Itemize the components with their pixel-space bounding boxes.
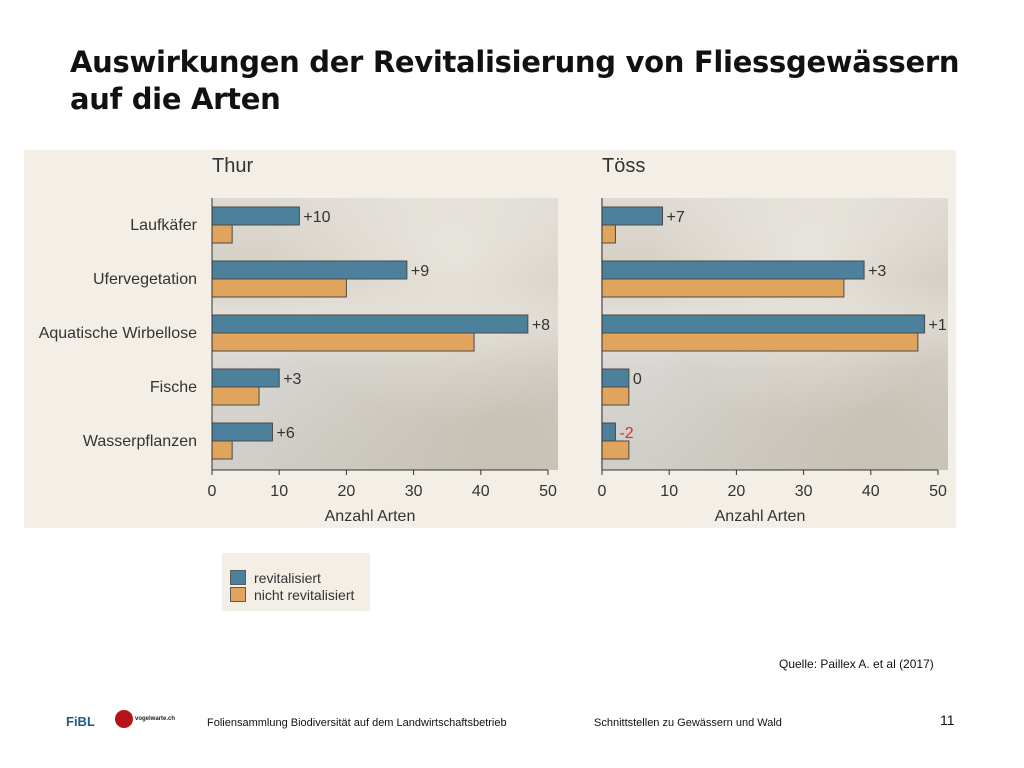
data-label-thur-ufervegetation: +9 (411, 263, 429, 280)
x-tick-label-thur-10: 10 (270, 483, 288, 500)
partner-logo-text: vogelwarte.ch (135, 716, 176, 722)
x-tick-label-toess-20: 20 (728, 483, 746, 500)
bar-toess-ufervegetation-revitalisiert (601, 260, 865, 280)
data-label-thur-laufkaefer: +10 (303, 209, 330, 226)
legend: revitalisiert nicht revitalisiert (222, 553, 370, 611)
legend-label-revitalisiert: revitalisiert (254, 570, 321, 586)
x-tick-label-toess-0: 0 (598, 483, 607, 500)
bar-thur-fische-revitalisiert (211, 368, 280, 388)
bar-toess-wasserpflanzen-revitalisiert (601, 422, 616, 442)
bar-toess-fische-nicht-revitalisiert (601, 386, 630, 406)
footer-collection-title: Foliensammlung Biodiversität auf dem Lan… (207, 717, 507, 729)
x-tick-label-toess-50: 50 (929, 483, 947, 500)
data-label-thur-wasserpflanzen: +6 (276, 425, 294, 442)
x-tick-label-thur-20: 20 (338, 483, 356, 500)
slide-title: Auswirkungen der Revitalisierung von Fli… (70, 44, 970, 118)
bar-thur-laufkaefer-nicht-revitalisiert (211, 224, 233, 244)
bar-thur-aquatische-wirbellose-revitalisiert (211, 314, 529, 334)
x-axis-label-toess: Anzahl Arten (715, 508, 806, 525)
x-tick-label-toess-40: 40 (862, 483, 880, 500)
data-label-toess-ufervegetation: +3 (868, 263, 886, 280)
legend-swatch-nicht-revitalisiert (230, 587, 246, 602)
x-tick-label-thur-40: 40 (472, 483, 490, 500)
data-label-toess-aquatische-wirbellose: +1 (929, 317, 947, 334)
bar-thur-wasserpflanzen-revitalisiert (211, 422, 273, 442)
bar-thur-ufervegetation-revitalisiert (211, 260, 408, 280)
x-tick-label-thur-50: 50 (539, 483, 557, 500)
data-label-thur-fische: +3 (283, 371, 301, 388)
bar-toess-aquatische-wirbellose-revitalisiert (601, 314, 926, 334)
data-label-thur-aquatische-wirbellose: +8 (532, 317, 550, 334)
bar-toess-ufervegetation-nicht-revitalisiert (601, 278, 845, 298)
bar-toess-wasserpflanzen-nicht-revitalisiert (601, 440, 630, 460)
bar-toess-fische-revitalisiert (601, 368, 630, 388)
bar-thur-wasserpflanzen-nicht-revitalisiert (211, 440, 233, 460)
page-number: 11 (940, 712, 955, 728)
data-label-toess-wasserpflanzen: -2 (619, 425, 633, 442)
bird-logo-icon (115, 710, 133, 728)
legend-label-nicht-revitalisiert: nicht revitalisiert (254, 587, 355, 603)
category-label-wasserpflanzen: Wasserpflanzen (83, 433, 197, 450)
fibl-logo: FiBL (66, 714, 95, 729)
x-tick-label-thur-30: 30 (405, 483, 423, 500)
chart-title-thur: Thur (212, 155, 253, 177)
legend-swatch-revitalisiert (230, 570, 246, 585)
category-label-aquatische-wirbellose: Aquatische Wirbellose (39, 325, 197, 342)
slide-title-line-2: auf die Arten (70, 82, 281, 116)
source-citation: Quelle: Paillex A. et al (2017) (779, 657, 934, 671)
bar-toess-aquatische-wirbellose-nicht-revitalisiert (601, 332, 919, 352)
bar-toess-laufkaefer-revitalisiert (601, 206, 663, 226)
slide-title-line-1: Auswirkungen der Revitalisierung von Fli… (70, 45, 960, 79)
category-label-ufervegetation: Ufervegetation (93, 271, 197, 288)
x-tick-label-toess-30: 30 (795, 483, 813, 500)
category-label-fische: Fische (150, 379, 197, 396)
bar-thur-laufkaefer-revitalisiert (211, 206, 300, 226)
bar-toess-laufkaefer-nicht-revitalisiert (601, 224, 616, 244)
footer-chapter-title: Schnittstellen zu Gewässern und Wald (594, 717, 782, 729)
bar-thur-fische-nicht-revitalisiert (211, 386, 260, 406)
chart-title-toess: Töss (602, 155, 645, 177)
x-tick-label-toess-10: 10 (660, 483, 678, 500)
data-label-toess-fische: 0 (633, 371, 642, 388)
category-label-laufkaefer: Laufkäfer (130, 217, 197, 234)
x-tick-label-thur-0: 0 (208, 483, 217, 500)
bar-thur-aquatische-wirbellose-nicht-revitalisiert (211, 332, 475, 352)
x-axis-label-thur: Anzahl Arten (325, 508, 416, 525)
data-label-toess-laufkaefer: +7 (666, 209, 684, 226)
bar-thur-ufervegetation-nicht-revitalisiert (211, 278, 347, 298)
